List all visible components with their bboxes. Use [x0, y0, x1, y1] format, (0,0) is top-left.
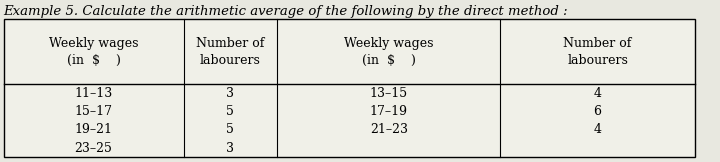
- Text: 4: 4: [593, 87, 602, 100]
- Text: 3: 3: [226, 87, 235, 100]
- Bar: [4, 19, 695, 157]
- Text: 11–13: 11–13: [74, 87, 113, 100]
- Text: Number of
labourers: Number of labourers: [197, 37, 264, 67]
- Text: 21–23: 21–23: [370, 123, 408, 136]
- Text: 4: 4: [593, 123, 602, 136]
- Text: Weekly wages
(in  $    ): Weekly wages (in $ ): [344, 37, 433, 67]
- Text: Number of
labourers: Number of labourers: [564, 37, 631, 67]
- Text: 17–19: 17–19: [370, 105, 408, 118]
- Text: Weekly wages
(in  $    ): Weekly wages (in $ ): [49, 37, 138, 67]
- Text: 5: 5: [227, 123, 234, 136]
- Text: 19–21: 19–21: [75, 123, 112, 136]
- Text: 6: 6: [593, 105, 602, 118]
- Text: 3: 3: [226, 142, 235, 155]
- Text: 23–25: 23–25: [75, 142, 112, 155]
- Text: 13–15: 13–15: [370, 87, 408, 100]
- Text: 5: 5: [227, 105, 234, 118]
- Text: Example 5. Calculate the arithmetic average of the following by the direct metho: Example 5. Calculate the arithmetic aver…: [4, 5, 568, 18]
- Text: 15–17: 15–17: [75, 105, 112, 118]
